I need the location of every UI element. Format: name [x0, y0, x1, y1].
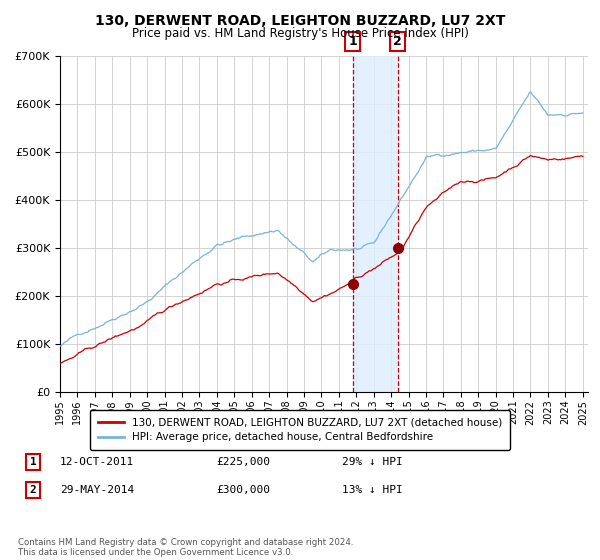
Text: 1: 1: [348, 35, 357, 48]
Text: 130, DERWENT ROAD, LEIGHTON BUZZARD, LU7 2XT: 130, DERWENT ROAD, LEIGHTON BUZZARD, LU7…: [95, 14, 505, 28]
Bar: [353, 56, 398, 392]
Text: £225,000: £225,000: [216, 457, 270, 467]
Text: 2: 2: [393, 35, 402, 48]
Text: Price paid vs. HM Land Registry's House Price Index (HPI): Price paid vs. HM Land Registry's House …: [131, 27, 469, 40]
Text: £300,000: £300,000: [216, 485, 270, 495]
Text: 2: 2: [29, 485, 37, 495]
Legend: 130, DERWENT ROAD, LEIGHTON BUZZARD, LU7 2XT (detached house), HPI: Average pric: 130, DERWENT ROAD, LEIGHTON BUZZARD, LU7…: [91, 410, 509, 450]
Text: 12-OCT-2011: 12-OCT-2011: [60, 457, 134, 467]
Text: 13% ↓ HPI: 13% ↓ HPI: [342, 485, 403, 495]
Text: 29-MAY-2014: 29-MAY-2014: [60, 485, 134, 495]
Text: Contains HM Land Registry data © Crown copyright and database right 2024.
This d: Contains HM Land Registry data © Crown c…: [18, 538, 353, 557]
Text: 1: 1: [29, 457, 37, 467]
Text: 29% ↓ HPI: 29% ↓ HPI: [342, 457, 403, 467]
